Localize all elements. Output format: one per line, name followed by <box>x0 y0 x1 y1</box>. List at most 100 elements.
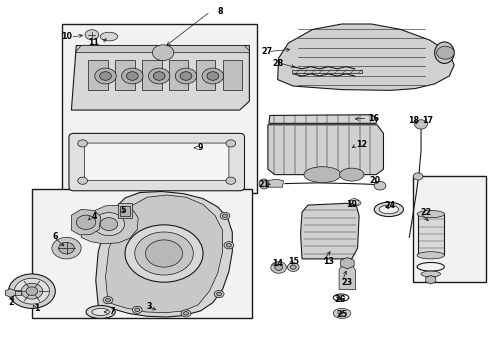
Circle shape <box>145 240 182 267</box>
Bar <box>222 60 242 90</box>
Circle shape <box>8 274 55 309</box>
Bar <box>118 203 132 218</box>
Bar <box>142 60 161 90</box>
Text: 7: 7 <box>109 307 114 316</box>
Polygon shape <box>81 205 138 244</box>
Circle shape <box>52 237 81 259</box>
Circle shape <box>180 72 191 80</box>
Polygon shape <box>277 24 453 90</box>
Circle shape <box>153 72 164 80</box>
Circle shape <box>135 232 193 275</box>
Text: 20: 20 <box>369 176 380 185</box>
Circle shape <box>175 68 196 84</box>
Ellipse shape <box>86 306 115 319</box>
Text: 4: 4 <box>91 212 97 221</box>
Circle shape <box>220 212 229 220</box>
Circle shape <box>14 278 49 304</box>
Text: 6: 6 <box>52 232 58 241</box>
Text: 19: 19 <box>346 200 357 209</box>
Circle shape <box>414 120 427 129</box>
Polygon shape <box>71 45 249 110</box>
Text: 17: 17 <box>421 116 432 125</box>
Text: 21: 21 <box>258 180 269 189</box>
Circle shape <box>103 297 113 304</box>
Polygon shape <box>268 115 376 123</box>
Ellipse shape <box>100 32 118 41</box>
Text: 13: 13 <box>322 257 333 266</box>
Circle shape <box>95 68 116 84</box>
Bar <box>412 176 485 282</box>
Text: 3: 3 <box>146 302 152 311</box>
Ellipse shape <box>259 179 268 189</box>
Circle shape <box>412 173 422 180</box>
Circle shape <box>135 308 140 312</box>
Circle shape <box>373 181 385 190</box>
Circle shape <box>59 242 74 254</box>
Bar <box>417 214 444 255</box>
Bar <box>115 60 135 90</box>
Circle shape <box>122 68 143 84</box>
Bar <box>10 291 21 296</box>
Circle shape <box>224 242 233 249</box>
Circle shape <box>126 72 138 80</box>
Polygon shape <box>5 289 16 297</box>
Circle shape <box>78 140 87 147</box>
Circle shape <box>222 214 227 218</box>
Ellipse shape <box>378 205 398 214</box>
Text: 9: 9 <box>198 143 203 152</box>
Polygon shape <box>292 69 361 73</box>
Circle shape <box>26 287 38 296</box>
Circle shape <box>78 177 87 184</box>
Polygon shape <box>71 210 101 235</box>
Ellipse shape <box>420 271 440 277</box>
Circle shape <box>287 263 299 271</box>
Circle shape <box>148 68 169 84</box>
Polygon shape <box>338 266 355 289</box>
Bar <box>88 60 108 90</box>
Circle shape <box>274 265 282 270</box>
Text: 28: 28 <box>271 59 283 68</box>
Bar <box>61 24 256 193</box>
Ellipse shape <box>416 211 444 218</box>
FancyBboxPatch shape <box>69 134 244 191</box>
Bar <box>168 60 188 90</box>
Circle shape <box>100 72 111 80</box>
Bar <box>120 206 130 216</box>
FancyBboxPatch shape <box>84 143 228 180</box>
Circle shape <box>225 140 235 147</box>
Text: 8: 8 <box>217 7 223 16</box>
Text: 18: 18 <box>408 116 419 125</box>
Ellipse shape <box>304 167 340 183</box>
Polygon shape <box>96 192 232 317</box>
Polygon shape <box>105 195 222 313</box>
Circle shape <box>214 291 224 298</box>
Ellipse shape <box>373 202 403 217</box>
Text: 11: 11 <box>88 38 99 47</box>
Circle shape <box>216 292 221 296</box>
Text: 16: 16 <box>367 114 378 123</box>
Text: 12: 12 <box>355 140 366 149</box>
Text: 10: 10 <box>61 32 72 41</box>
Circle shape <box>436 46 453 59</box>
Circle shape <box>93 213 124 235</box>
Polygon shape <box>300 203 358 259</box>
Ellipse shape <box>92 309 109 316</box>
Circle shape <box>100 218 118 230</box>
Ellipse shape <box>416 252 444 259</box>
Text: 27: 27 <box>260 47 271 56</box>
Circle shape <box>21 283 42 299</box>
Circle shape <box>290 265 296 269</box>
Polygon shape <box>425 275 435 284</box>
Bar <box>195 60 215 90</box>
Circle shape <box>76 215 96 229</box>
Polygon shape <box>340 257 353 269</box>
Circle shape <box>132 306 142 314</box>
Text: 14: 14 <box>272 259 283 268</box>
Text: 2: 2 <box>9 298 14 307</box>
Text: 1: 1 <box>35 303 40 312</box>
Text: 22: 22 <box>419 208 430 217</box>
Text: 25: 25 <box>336 310 347 319</box>
Bar <box>32 189 251 318</box>
Circle shape <box>125 225 203 282</box>
Polygon shape <box>76 45 249 53</box>
